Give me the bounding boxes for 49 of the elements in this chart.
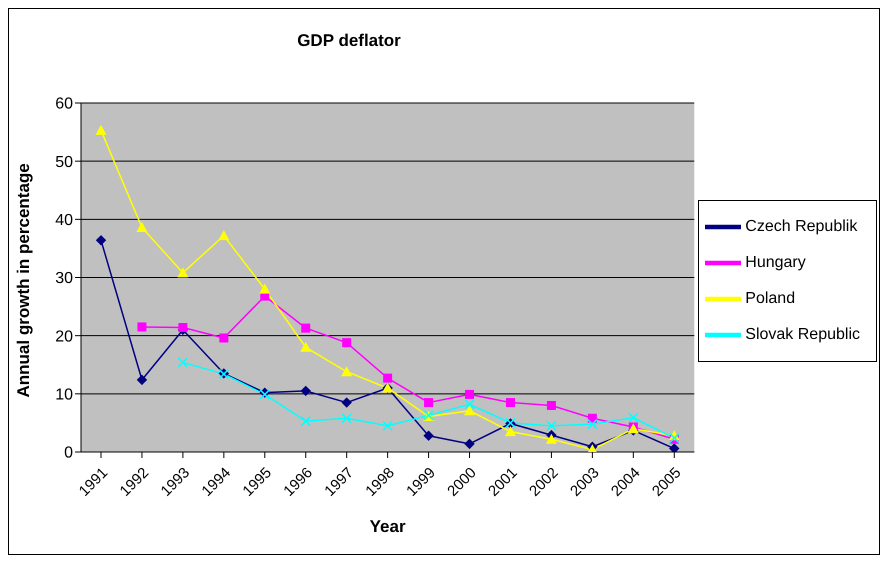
point	[300, 342, 312, 352]
legend-label: Slovak Republic	[745, 326, 860, 343]
legend-label: Poland	[745, 290, 796, 307]
point	[178, 357, 188, 368]
x-axis-title: Year	[370, 517, 406, 536]
point	[465, 390, 474, 399]
point	[628, 412, 639, 423]
legend-label: Czech Republik	[745, 218, 858, 235]
point	[342, 398, 352, 408]
y-tick-label: 60	[55, 96, 74, 113]
point	[178, 323, 188, 332]
point	[137, 322, 146, 332]
point	[464, 399, 475, 410]
y-tick-label: 50	[55, 154, 74, 171]
y-tick-label: 30	[55, 270, 74, 288]
point	[424, 430, 434, 441]
legend-label: Hungary	[745, 254, 806, 271]
point	[136, 222, 148, 232]
point	[546, 400, 556, 410]
point	[546, 420, 557, 432]
point	[259, 284, 270, 294]
point	[96, 124, 106, 135]
point	[342, 338, 352, 348]
point	[424, 398, 434, 408]
point	[382, 420, 393, 432]
point	[218, 230, 230, 240]
y-tick-label: 20	[55, 328, 74, 346]
point	[341, 413, 352, 424]
point	[300, 416, 311, 426]
point	[219, 333, 228, 342]
y-tick-label: 40	[55, 212, 74, 230]
point	[504, 426, 516, 436]
point	[546, 434, 557, 444]
point	[300, 386, 311, 396]
point	[96, 235, 106, 246]
point	[301, 324, 310, 333]
point	[464, 438, 475, 449]
chart-title: GDP deflator	[296, 31, 402, 51]
point	[464, 405, 476, 416]
point	[506, 398, 515, 408]
point	[177, 267, 188, 278]
y-tick-label: 0	[64, 444, 74, 462]
y-axis-title: Annual growth in percentage	[14, 163, 34, 398]
y-tick-label: 10	[55, 386, 74, 404]
point	[136, 374, 147, 385]
point	[587, 418, 598, 430]
point	[341, 366, 352, 376]
point	[383, 374, 392, 383]
point	[669, 444, 680, 452]
